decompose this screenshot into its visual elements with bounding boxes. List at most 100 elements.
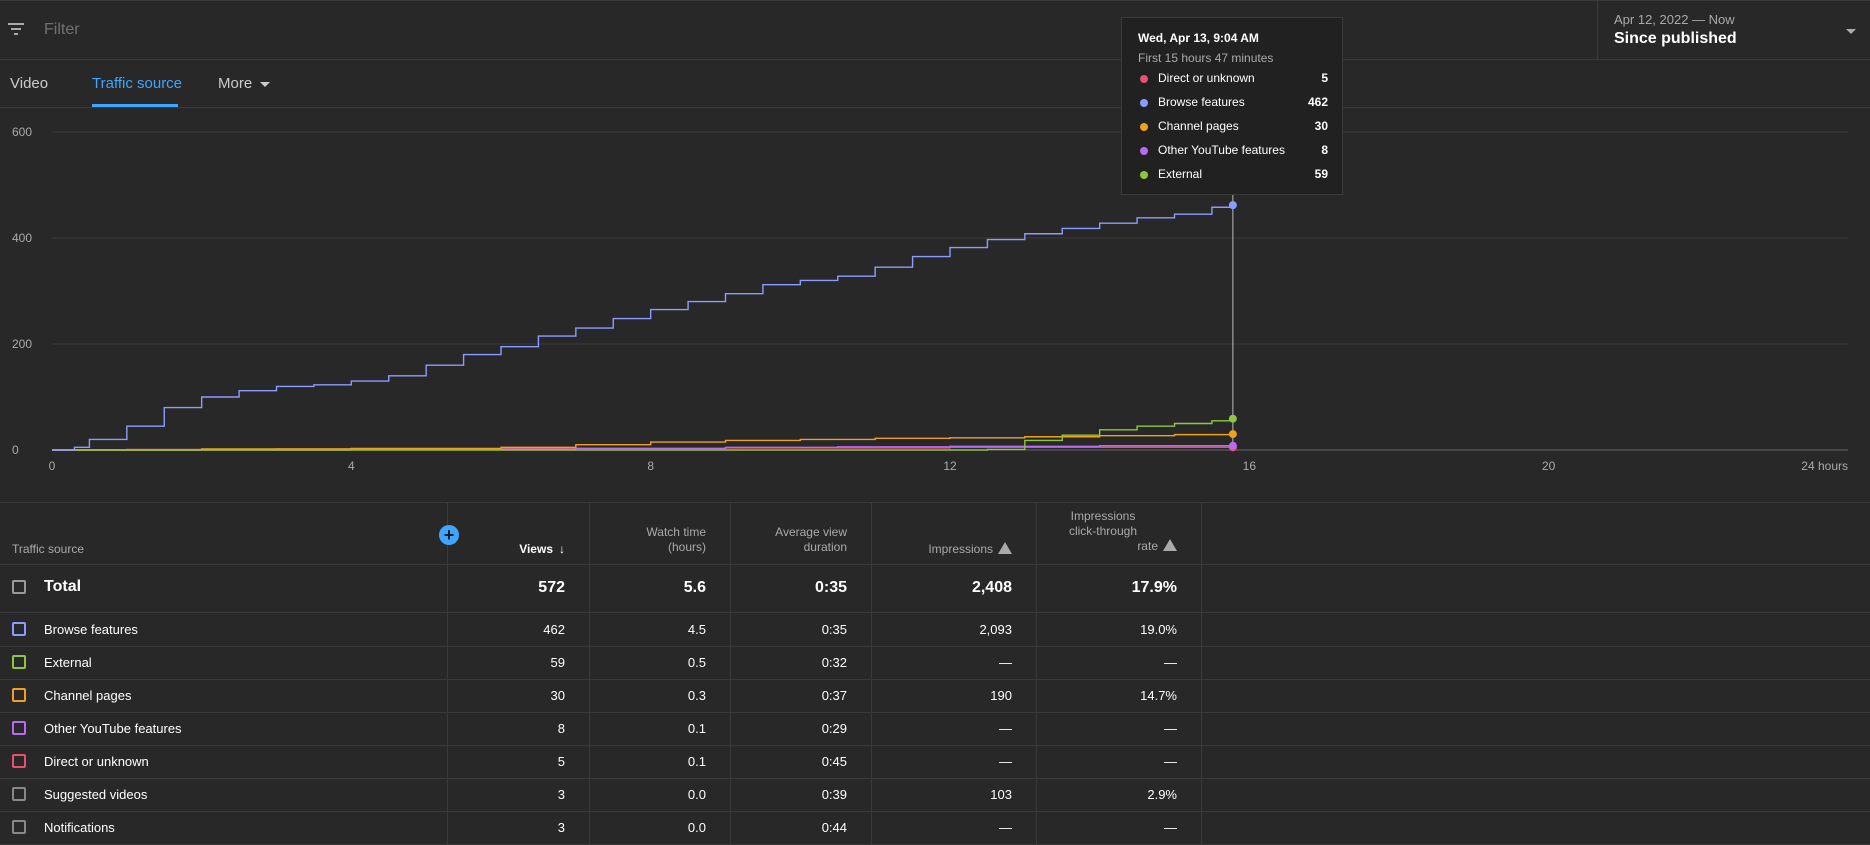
sort-down-icon: ↓ [559,542,565,556]
header-impressions[interactable]: Impressions [928,542,1012,557]
row-watch-time: 0.1 [687,754,706,769]
filter-input[interactable]: Filter [44,21,80,38]
series-line [52,433,1234,451]
row-checkbox[interactable] [12,688,26,702]
header-watch-time[interactable]: Watch time (hours) [646,525,706,555]
table-row: Channel pages 30 0.3 0:37 190 14.7% [0,679,1870,712]
row-impressions: — [999,655,1012,670]
x-tick-label: 0 [49,459,56,473]
legend-dot-icon [1140,123,1148,131]
row-impressions: 2,093 [979,622,1012,637]
tooltip-row-label: Channel pages [1158,119,1239,133]
header-ctr-line1: Impressions [1070,509,1136,523]
total-ctr: 17.9% [1131,579,1177,596]
series-line [52,418,1234,451]
total-impressions: 2,408 [971,579,1012,596]
chart-tooltip: Wed, Apr 13, 9:04 AM First 15 hours 47 m… [1121,17,1343,195]
header-views[interactable]: Views ↓ [519,542,565,557]
row-checkbox[interactable] [12,622,26,636]
row-watch-time: 4.5 [687,622,706,637]
row-views: 5 [557,754,565,769]
row-avg-duration: 0:45 [821,754,847,769]
row-source-name[interactable]: External [44,655,92,670]
tooltip-row-value: 30 [1314,119,1328,133]
row-source-name[interactable]: Channel pages [44,688,132,703]
row-avg-duration: 0:44 [821,820,847,835]
warning-icon [1163,539,1177,551]
x-tick-label: 20 [1542,459,1556,473]
row-source-name[interactable]: Other YouTube features [44,721,182,736]
table-row: External 59 0.5 0:32 — — [0,646,1870,679]
row-checkbox[interactable] [12,754,26,768]
tooltip-row: Browse features 462 [1138,95,1328,111]
row-checkbox[interactable] [12,655,26,669]
series-point [1228,441,1237,450]
row-ctr: — [1164,754,1177,769]
total-avg-duration: 0:35 [814,579,847,596]
total-checkbox[interactable] [12,580,26,594]
header-impressions-label: Impressions [928,542,993,556]
row-checkbox[interactable] [12,787,26,801]
header-average-view-duration[interactable]: Average view duration [775,525,847,555]
traffic-line-chart[interactable]: 0 200 400 600 0 4 8 12 16 20 24 hours [0,108,1870,502]
tab-video[interactable]: Video [10,75,49,92]
x-tick-label: 16 [1243,459,1257,473]
header-avg-line2: duration [803,540,847,554]
series-line [52,205,1234,451]
row-ctr: — [1164,820,1177,835]
row-views: 3 [557,820,565,835]
filter-bar: Filter Apr 12, 2022 — Now Since publishe… [0,0,1870,60]
row-avg-duration: 0:35 [821,622,847,637]
table-row: Notifications 3 0.0 0:44 — — [0,811,1870,844]
tab-traffic-source[interactable]: Traffic source [92,75,183,92]
series-point [1228,430,1237,439]
legend-dot-icon [1140,147,1148,155]
row-watch-time: 0.0 [687,787,706,802]
row-ctr: 2.9% [1147,787,1177,802]
tooltip-row-value: 8 [1321,143,1328,157]
tooltip-row: External 59 [1138,167,1328,183]
table-row-total: Total 572 5.6 0:35 2,408 17.9% [0,564,1870,612]
tooltip-row-value: 59 [1314,167,1328,181]
table-row: Browse features 462 4.5 0:35 2,093 19.0% [0,613,1870,646]
legend-dot-icon [1140,171,1148,179]
table-row: Suggested videos 3 0.0 0:39 103 2.9% [0,778,1870,811]
row-checkbox[interactable] [12,820,26,834]
warning-icon [998,542,1012,554]
row-impressions: 190 [990,688,1012,703]
tooltip-title: Wed, Apr 13, 9:04 AM [1138,31,1259,45]
row-ctr: — [1164,721,1177,736]
tooltip-row: Other YouTube features 8 [1138,143,1328,159]
row-watch-time: 0.3 [687,688,706,703]
header-ctr-line3: rate [1137,539,1158,553]
caret-down-icon [260,81,271,87]
series-point [1228,414,1237,423]
header-impressions-ctr[interactable]: Impressions click-through rate [1069,509,1177,554]
row-source-name[interactable]: Suggested videos [44,787,148,802]
filter-icon[interactable] [8,23,24,37]
date-range-selector[interactable]: Apr 12, 2022 — Now Since published [1597,1,1870,59]
active-tab-indicator [92,104,178,107]
table-row: Other YouTube features 8 0.1 0:29 — — [0,712,1870,745]
row-checkbox[interactable] [12,721,26,735]
legend-dot-icon [1140,75,1148,83]
tooltip-row-value: 5 [1321,71,1328,85]
row-source-name[interactable]: Direct or unknown [44,754,149,769]
x-tick-label: 24 hours [1801,459,1848,473]
row-avg-duration: 0:29 [821,721,847,736]
row-source-name[interactable]: Notifications [44,820,115,835]
date-range-label: Since published [1614,30,1737,47]
total-watch-time: 5.6 [683,579,706,596]
tooltip-subtitle: First 15 hours 47 minutes [1138,51,1274,65]
tab-more[interactable]: More [218,75,271,92]
header-watch-time-line1: Watch time [646,525,706,539]
total-name: Total [44,578,82,595]
traffic-source-table: Traffic source + Views ↓ Watch time (hours… [0,502,1870,845]
y-tick-label: 600 [12,125,32,139]
row-source-name[interactable]: Browse features [44,622,138,637]
add-column-icon[interactable]: + [439,525,459,545]
tooltip-row-label: Browse features [1158,95,1245,109]
tooltip-row-label: External [1158,167,1203,181]
row-watch-time: 0.0 [687,820,706,835]
series-point [1228,201,1237,210]
